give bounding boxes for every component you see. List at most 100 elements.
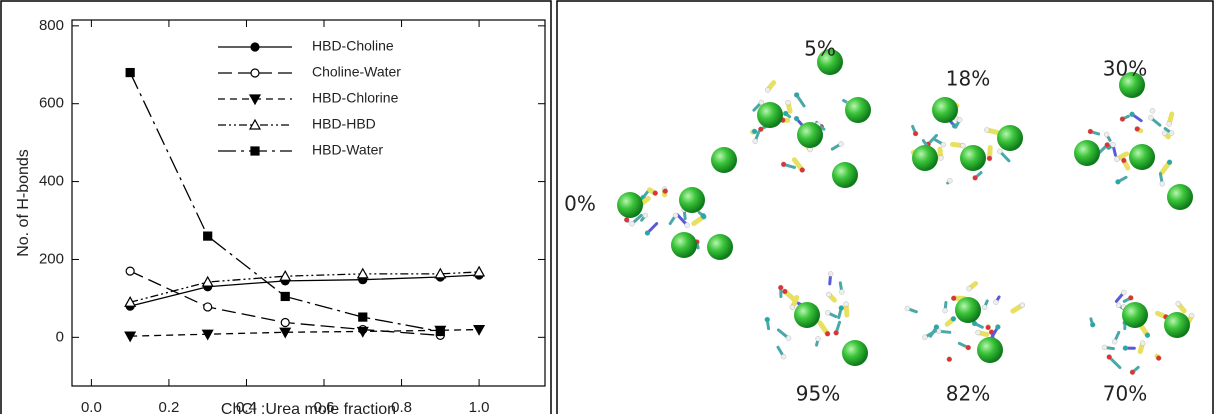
y-tick-label: 800	[39, 17, 64, 34]
atom	[997, 148, 1003, 154]
atom	[662, 188, 668, 194]
atom	[1019, 302, 1025, 308]
atom	[843, 301, 849, 307]
series-line	[129, 271, 480, 303]
y-tick-label: 0	[56, 328, 64, 345]
atom	[815, 336, 821, 342]
atom	[946, 356, 952, 362]
marker	[250, 42, 260, 52]
chloride-sphere	[1122, 302, 1148, 328]
y-axis-title: No. of H-bonds	[15, 149, 32, 257]
atom	[1103, 131, 1110, 138]
atom	[993, 299, 999, 305]
chloride-sphere	[671, 232, 697, 258]
atom	[1115, 302, 1122, 308]
atom	[751, 128, 758, 135]
atom	[1128, 295, 1134, 301]
atom	[912, 130, 919, 137]
molecule-cluster	[904, 281, 1025, 363]
concentration-label: 82%	[946, 382, 990, 406]
atom	[904, 305, 910, 312]
marker	[280, 317, 290, 328]
marker	[356, 267, 369, 279]
atom	[947, 178, 953, 184]
atom	[785, 335, 792, 341]
atom	[825, 310, 831, 316]
concentration-label: 95%	[796, 382, 840, 406]
atom	[1121, 157, 1127, 164]
legend-label: HBD-HBD	[312, 116, 376, 132]
molecule-cluster	[617, 147, 737, 260]
atom	[1129, 111, 1135, 117]
atom	[1161, 130, 1168, 136]
atom	[752, 138, 758, 144]
concentration-label: 70%	[1103, 382, 1147, 406]
plot-frame	[71, 19, 546, 387]
right-panel-border	[556, 0, 1214, 414]
chloride-sphere	[932, 97, 958, 123]
series-line	[129, 274, 480, 307]
atom	[995, 324, 1001, 330]
marker	[280, 291, 290, 302]
atom	[799, 167, 805, 173]
x-tick-label: 0.4	[236, 399, 257, 414]
marker	[473, 265, 486, 277]
chloride-sphere	[845, 97, 871, 123]
atom	[642, 212, 649, 219]
atom	[793, 115, 800, 122]
atom	[965, 344, 971, 351]
marker	[201, 275, 214, 287]
atom	[644, 230, 651, 236]
marker	[250, 146, 260, 156]
atom	[1166, 121, 1172, 127]
atom	[780, 161, 787, 168]
marker	[250, 68, 260, 78]
atom	[700, 213, 706, 219]
atom	[1189, 312, 1195, 319]
marker	[125, 67, 135, 78]
atom	[1090, 322, 1096, 328]
legend-label: Choline-Water	[312, 64, 401, 80]
concentration-label: 5%	[804, 37, 836, 61]
marker	[203, 302, 213, 312]
marker	[435, 326, 445, 337]
atom	[1122, 345, 1129, 351]
atom	[975, 329, 981, 336]
atom	[764, 316, 770, 323]
atom	[1129, 369, 1136, 375]
marker	[279, 269, 292, 281]
series: HBD-Choline	[125, 38, 484, 311]
chloride-sphere	[679, 187, 705, 213]
marker	[248, 94, 262, 106]
x-tick-label: 0.0	[81, 399, 102, 414]
atom	[1139, 340, 1146, 346]
atom	[1134, 126, 1140, 132]
y-tick-label: 600	[39, 95, 64, 112]
marker	[124, 296, 137, 307]
molecule-cluster	[750, 49, 871, 188]
molecule-cluster	[910, 97, 1023, 185]
chloride-sphere	[1167, 184, 1193, 210]
x-tick-label: 1.0	[469, 399, 490, 414]
plot: 0 200 400 600 800 0.0 0.2 0.4 0.6 0.8 1.0 ChCl :Ure…	[15, 17, 546, 414]
atom	[985, 324, 991, 331]
y-tick-label: 200	[39, 250, 64, 267]
atom	[826, 291, 832, 298]
atom	[1115, 179, 1121, 185]
atom	[938, 155, 944, 161]
x-tick-label: 0.6	[314, 399, 335, 414]
atom	[1112, 339, 1118, 345]
atom	[827, 271, 834, 277]
atom	[986, 155, 993, 162]
atom	[838, 141, 844, 147]
atom	[972, 175, 978, 181]
series-line	[130, 328, 480, 337]
marker	[124, 331, 137, 343]
x-tick-label: 0.8	[391, 399, 412, 414]
x-axis-title: ChCl :Urea mole fraction	[221, 401, 396, 414]
left-panel-border	[0, 0, 552, 414]
chloride-sphere	[832, 162, 858, 188]
snapshots: 0% 5% 18% 30% 95% 82% 70%	[564, 37, 1195, 406]
atom	[951, 295, 957, 301]
concentration-label: 18%	[946, 67, 990, 91]
